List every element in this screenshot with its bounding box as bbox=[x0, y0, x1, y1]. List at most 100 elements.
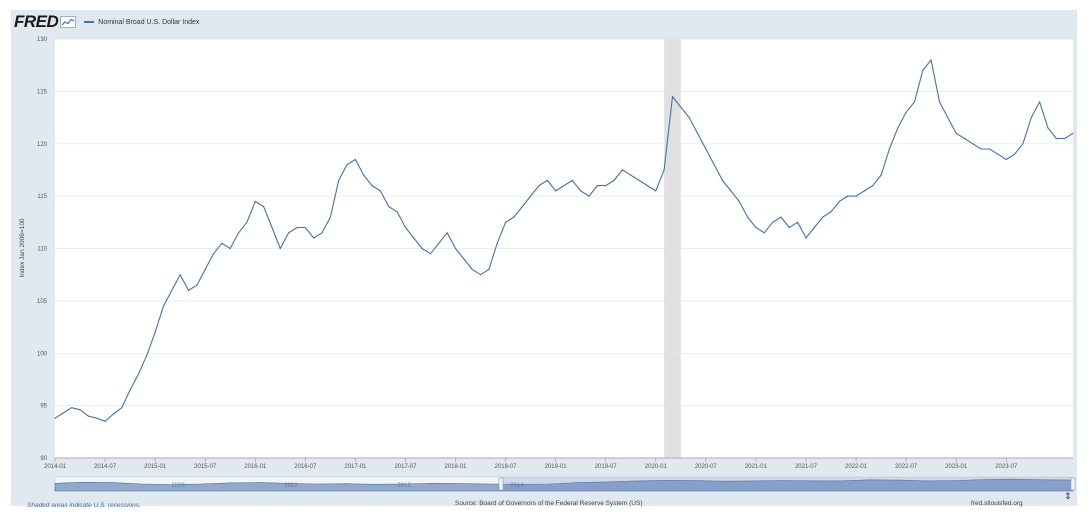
navigator-label: 2014 bbox=[510, 483, 524, 489]
resize-arrows-icon[interactable]: ⇕ bbox=[1064, 491, 1072, 501]
series-layer bbox=[54, 59, 1074, 422]
data-point bbox=[680, 106, 682, 108]
data-point bbox=[1005, 158, 1007, 161]
y-tick-label: 90 bbox=[40, 456, 47, 462]
data-point bbox=[663, 169, 665, 171]
data-point bbox=[271, 226, 273, 229]
data-point bbox=[137, 373, 140, 375]
x-axis: 2014-01 2014-07 2015-01 2015-07 2016-01 2016-… bbox=[44, 457, 1073, 470]
legend[interactable]: Nominal Broad U.S. Dollar Index bbox=[84, 19, 199, 26]
data-point bbox=[304, 226, 306, 229]
data-point bbox=[822, 216, 824, 218]
data-point bbox=[521, 206, 523, 208]
data-point bbox=[646, 185, 649, 187]
x-tick-label: 2022-01 bbox=[845, 464, 868, 470]
data-point bbox=[746, 216, 749, 218]
data-point bbox=[988, 148, 991, 150]
x-tick-label: 2018-01 bbox=[445, 464, 468, 470]
x-tick-label: 2017-07 bbox=[394, 464, 417, 470]
data-point bbox=[471, 268, 473, 271]
y-tick-label: 125 bbox=[37, 89, 48, 95]
data-point bbox=[121, 407, 123, 409]
data-point bbox=[1064, 137, 1066, 140]
data-point bbox=[154, 331, 156, 333]
data-point bbox=[621, 169, 624, 171]
data-point bbox=[87, 415, 89, 417]
navigator-handle-left[interactable] bbox=[498, 477, 504, 491]
data-point bbox=[1055, 137, 1057, 140]
data-point bbox=[763, 232, 765, 234]
x-tick-label: 2014-07 bbox=[94, 464, 117, 470]
data-point bbox=[872, 185, 874, 187]
data-point bbox=[655, 190, 657, 192]
data-point bbox=[263, 206, 265, 208]
data-point bbox=[246, 221, 248, 223]
data-point bbox=[62, 412, 64, 414]
x-tick-label: 2022-07 bbox=[895, 464, 918, 470]
y-axis-title: Index Jan 2006=100 bbox=[19, 218, 26, 277]
data-point bbox=[805, 237, 807, 239]
data-point bbox=[413, 237, 415, 239]
data-point bbox=[897, 127, 899, 129]
y-tick-label: 95 bbox=[40, 404, 47, 410]
x-tick-label: 2014-01 bbox=[44, 464, 67, 470]
data-point bbox=[371, 185, 373, 187]
data-point bbox=[705, 148, 707, 150]
data-point bbox=[479, 274, 482, 276]
data-point bbox=[913, 101, 916, 103]
data-point bbox=[221, 242, 223, 244]
x-tick-label: 2016-01 bbox=[244, 464, 267, 470]
data-point bbox=[171, 289, 173, 291]
data-point bbox=[254, 200, 256, 202]
data-point bbox=[179, 274, 181, 276]
navigator-handle-right[interactable] bbox=[1070, 477, 1076, 491]
data-point bbox=[596, 185, 598, 187]
data-point bbox=[496, 242, 498, 244]
data-point bbox=[396, 211, 398, 213]
data-point bbox=[838, 200, 840, 202]
x-tick-label: 2016-07 bbox=[294, 464, 317, 470]
fred-logo[interactable]: FRED bbox=[14, 12, 77, 32]
data-point bbox=[313, 237, 315, 239]
x-tick-label: 2023-01 bbox=[945, 464, 968, 470]
data-point bbox=[146, 354, 148, 356]
data-point bbox=[605, 185, 607, 187]
x-tick-label: 2015-07 bbox=[194, 464, 217, 470]
data-point bbox=[772, 221, 774, 223]
data-point bbox=[696, 132, 699, 134]
navigator-selection[interactable] bbox=[501, 477, 1073, 491]
data-point bbox=[288, 232, 290, 234]
data-point bbox=[187, 289, 190, 291]
data-point bbox=[279, 247, 281, 250]
x-tick-label: 2019-01 bbox=[545, 464, 568, 470]
site-link[interactable]: fred.stlouisfed.org bbox=[971, 500, 1023, 507]
x-tick-label: 2015-01 bbox=[144, 464, 167, 470]
data-point bbox=[755, 226, 757, 229]
data-point bbox=[488, 268, 490, 271]
data-point bbox=[421, 247, 423, 250]
data-point bbox=[388, 206, 390, 208]
data-point bbox=[446, 232, 448, 234]
data-point bbox=[738, 200, 740, 202]
data-point bbox=[813, 226, 815, 229]
x-tick-label: 2020-01 bbox=[645, 464, 668, 470]
data-point bbox=[296, 226, 298, 229]
data-point bbox=[797, 221, 799, 223]
data-point bbox=[930, 59, 932, 61]
data-point bbox=[855, 195, 857, 197]
y-tick-label: 115 bbox=[37, 194, 47, 200]
data-point bbox=[346, 164, 348, 166]
x-tick-label: 2019-07 bbox=[595, 464, 618, 470]
data-point bbox=[538, 185, 540, 187]
navigator[interactable]: 2008 2010 2012 2014 bbox=[54, 476, 1076, 492]
fred-logo-text: FRED bbox=[14, 12, 59, 31]
data-point bbox=[96, 417, 98, 419]
recession-note: Shaded areas indicate U.S. recessions. bbox=[27, 502, 141, 509]
data-point bbox=[196, 284, 198, 286]
fred-graph-icon bbox=[60, 16, 77, 28]
x-tick-label: 2021-01 bbox=[745, 464, 768, 470]
data-point bbox=[212, 253, 215, 255]
data-point bbox=[513, 216, 515, 218]
data-point bbox=[905, 111, 907, 113]
